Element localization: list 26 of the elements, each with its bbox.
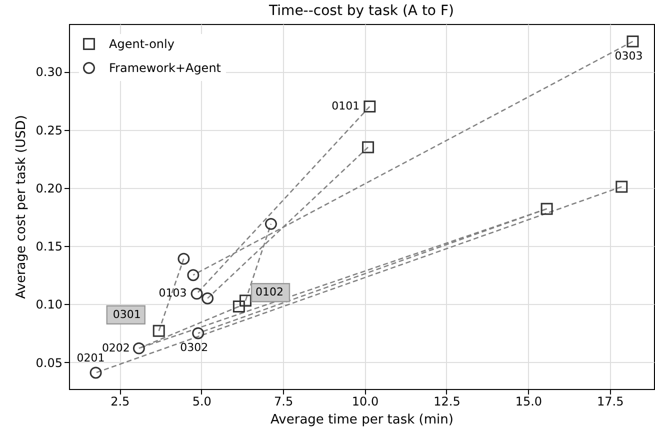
x-tick-label: 17.5 bbox=[597, 394, 624, 408]
legend-label: Agent-only bbox=[109, 37, 174, 51]
annotation: 0101 bbox=[332, 100, 360, 113]
y-axis-title: Average cost per task (USD) bbox=[14, 115, 29, 299]
y-tick-label: 0.10 bbox=[36, 298, 62, 312]
y-tick-label: 0.05 bbox=[36, 356, 62, 370]
annotation: 0201 bbox=[76, 352, 105, 365]
y-tick-label: 0.20 bbox=[36, 181, 62, 196]
x-axis-title: Average time per task (min) bbox=[270, 412, 454, 428]
y-tick-label: 0.15 bbox=[36, 240, 62, 254]
chart-title: Time--cost by task (A to F) bbox=[268, 3, 454, 19]
x-tick-label: 7.5 bbox=[274, 394, 294, 408]
x-tick-label: 15.0 bbox=[515, 394, 542, 408]
y-tick-label: 0.25 bbox=[36, 123, 62, 138]
annotation: 0303 bbox=[614, 49, 643, 62]
annotation: 0302 bbox=[180, 341, 208, 354]
x-tick-label: 2.5 bbox=[110, 394, 130, 408]
annotation: 0202 bbox=[102, 341, 130, 354]
legend-label: Framework+Agent bbox=[109, 61, 222, 75]
annotation: 0103 bbox=[158, 286, 187, 300]
x-tick-label: 5.0 bbox=[192, 394, 212, 408]
y-tick-label: 0.30 bbox=[36, 65, 62, 80]
x-tick-label: 10.0 bbox=[352, 394, 379, 408]
annotation: 0102 bbox=[255, 286, 284, 299]
x-tick-label: 12.5 bbox=[434, 394, 460, 408]
annotation: 0301 bbox=[112, 308, 141, 321]
